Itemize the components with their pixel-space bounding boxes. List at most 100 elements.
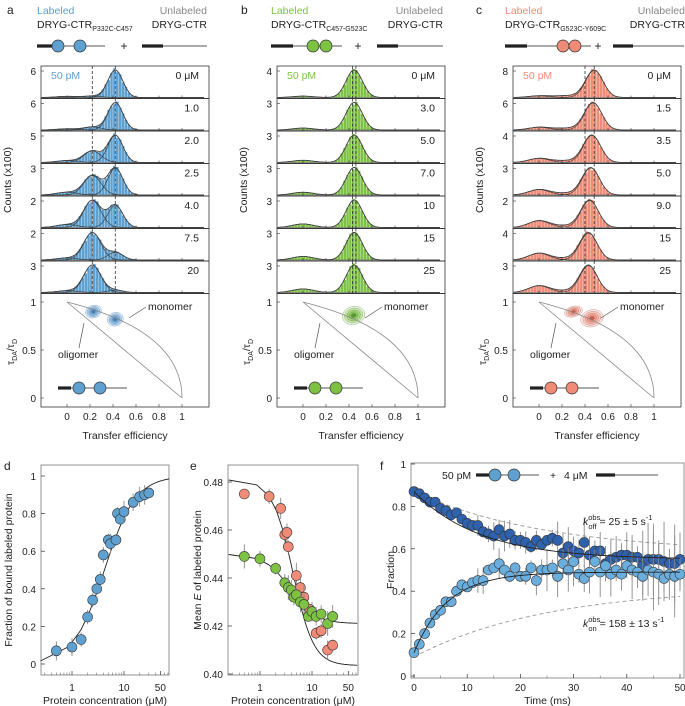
- fluorophore-icon: [568, 39, 582, 53]
- histogram-bar: [300, 289, 304, 293]
- total-fit-curve: [41, 102, 204, 131]
- labeled-protein-inset-cartoon: [58, 381, 127, 395]
- data-point: [82, 611, 93, 623]
- fluorophore-icon: [544, 381, 558, 395]
- data-point: [275, 503, 286, 514]
- histogram-y-tick-label: 8: [502, 67, 508, 78]
- plus-sign: +: [354, 39, 361, 53]
- labeled-construct-name: DRYG-CTRP332C-C457: [37, 19, 133, 33]
- histogram-bar: [584, 172, 588, 196]
- concentration-label: 5.0: [656, 168, 671, 180]
- histogram-bar: [92, 263, 96, 293]
- x-axis-label: Transfer efficiency: [554, 430, 640, 442]
- y-tick-label: 0.48: [204, 478, 224, 489]
- data-point: [98, 549, 109, 561]
- histogram-bar: [84, 273, 88, 293]
- data-point: [562, 564, 574, 576]
- histogram-bar: [346, 143, 350, 163]
- data-point: [578, 537, 590, 548]
- histogram-bar: [357, 139, 361, 163]
- y-tick-label: 0: [400, 672, 406, 683]
- histogram-bar: [110, 137, 114, 163]
- data-point: [270, 563, 281, 574]
- data-point: [315, 625, 327, 637]
- data-point: [51, 645, 62, 657]
- y-tick-label: 0: [266, 394, 272, 405]
- labeled-protein-inset-cartoon: [530, 381, 599, 395]
- total-fit-curve: [277, 199, 440, 228]
- panel-letter: c: [476, 3, 482, 17]
- tau-symbol: τ: [477, 360, 489, 365]
- histogram-bar: [104, 146, 108, 163]
- histogram-row: [512, 130, 682, 164]
- labeled-protein-cartoon: [37, 39, 105, 53]
- x-tick-label: 0.4: [578, 412, 592, 423]
- concentration-label: 7.0: [420, 168, 435, 180]
- histogram-y-tick-label: 3: [502, 262, 508, 273]
- x-tick-label: 0: [300, 412, 306, 423]
- data-point: [616, 568, 627, 580]
- histogram-bar: [87, 268, 91, 293]
- histogram-bar: [300, 256, 304, 261]
- oligomer-label: oligomer: [58, 349, 99, 361]
- data-series: [239, 488, 338, 660]
- data-point: [298, 599, 310, 610]
- histogram-y-tick-label: 2: [30, 230, 36, 241]
- tau-symbol: /τ: [477, 343, 489, 351]
- labeled-protein-cartoon: [271, 39, 342, 53]
- rate-subscript: off: [588, 522, 597, 531]
- histogram-row: [512, 260, 682, 294]
- total-fit-curve: [277, 167, 440, 196]
- histogram-bar: [541, 221, 545, 228]
- histogram-bar: [590, 68, 594, 98]
- labeled-concentration-label: 50 pM: [523, 70, 552, 82]
- total-fit-curve: [277, 134, 440, 163]
- histogram-y-tick-label: 3: [266, 132, 272, 143]
- y-tick-label: 0.46: [204, 526, 224, 537]
- x-tick-label: 0.8: [388, 412, 402, 423]
- total-fit-curve: [277, 232, 440, 261]
- histogram-bar: [587, 74, 591, 98]
- histogram-bar: [110, 106, 114, 131]
- monomer-pointer-line: [600, 306, 619, 319]
- histogram-bar: [115, 204, 119, 228]
- histogram-y-tick-label: 3: [266, 262, 272, 273]
- oligomer-pointer-line: [314, 322, 321, 349]
- construct-name: DRYG-CTR: [505, 19, 561, 31]
- unlabeled-label: Unlabeled: [638, 5, 685, 17]
- on-series: [408, 533, 685, 658]
- data-point: [509, 562, 521, 574]
- data-point: [445, 596, 457, 608]
- histogram-bar: [596, 73, 600, 98]
- legend-labeled-cartoon: [476, 468, 539, 482]
- data-point: [263, 491, 275, 502]
- data-point: [520, 571, 532, 582]
- x-tick-label: 20: [515, 683, 527, 694]
- histogram-bar: [587, 264, 591, 293]
- tau-symbol: τ: [241, 360, 253, 365]
- histogram-bar: [596, 278, 600, 293]
- data-point: [91, 583, 103, 595]
- data-point: [118, 506, 130, 518]
- x-tick-label: 1: [69, 683, 75, 694]
- fluorophore-icon: [308, 381, 322, 395]
- counts-axis-label: Counts (x100): [2, 147, 14, 213]
- histogram-bar: [599, 112, 603, 131]
- histogram-bar: [357, 108, 361, 131]
- histogram-frame: [40, 260, 210, 294]
- panel-a: [40, 65, 210, 408]
- histogram-bar: [357, 75, 361, 98]
- histogram-bar: [590, 134, 594, 163]
- x-axis-label: Transfer efficiency: [318, 430, 404, 442]
- histogram-bar: [92, 173, 96, 196]
- histogram-bar: [98, 151, 102, 163]
- histogram-bar: [92, 234, 96, 261]
- histogram-bar: [92, 151, 96, 163]
- labeled-label: Labeled: [505, 5, 543, 17]
- histogram-bar: [533, 221, 537, 228]
- fluorophore-icon: [329, 381, 343, 395]
- concentration-label: 4.0: [184, 200, 199, 212]
- x-tick-label: 0.6: [365, 412, 379, 423]
- y-axis-label: Mean E of labeled protein: [192, 510, 204, 630]
